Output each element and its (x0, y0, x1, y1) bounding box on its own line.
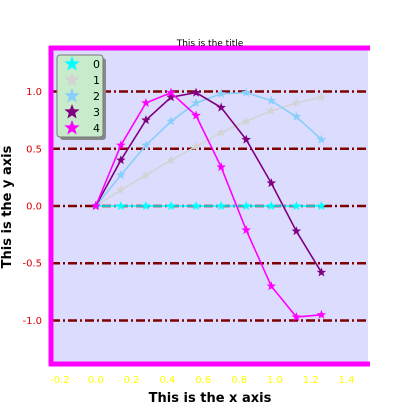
data-point-0-9 (316, 201, 327, 211)
data-point-2-8 (291, 111, 302, 121)
x-tick-label-4: 0.6 (195, 375, 211, 386)
series-line-3 (95, 91, 323, 273)
y-tick-label-1: -0.5 (22, 259, 42, 270)
series-group (91, 87, 327, 322)
legend-marker-2 (64, 88, 80, 103)
data-point-0-1 (116, 201, 126, 211)
data-point-2-7 (266, 95, 277, 105)
x-tick-label-2: 0.2 (124, 375, 140, 386)
data-point-3-8 (291, 226, 302, 236)
x-axis-label: This is the x axis (149, 391, 272, 406)
data-point-1-5 (216, 127, 226, 137)
data-point-0-4 (191, 201, 201, 211)
y-tick-label-2: 0.0 (26, 202, 42, 213)
data-point-4-1 (116, 140, 126, 150)
series-line-2 (95, 91, 322, 207)
x-tick-label-6: 1.0 (267, 375, 283, 386)
data-point-2-9 (316, 134, 327, 144)
x-tick-labels: -0.2 0.0 0.2 0.4 0.6 0.8 1.0 1.2 1.4 (50, 375, 354, 386)
legend: 0 1 2 3 4 (56, 54, 106, 140)
x-tick-label-1: 0.0 (88, 375, 104, 386)
legend-label-1: 1 (93, 74, 100, 87)
legend-label-0: 0 (93, 58, 100, 71)
data-point-4-6 (241, 225, 251, 235)
data-point-4-0 (91, 201, 101, 211)
x-tick-label-3: 0.4 (159, 375, 175, 386)
data-point-3-3 (166, 92, 176, 102)
y-tick-label-3: 0.5 (26, 144, 42, 155)
x-tick-label-8: 1.4 (339, 375, 355, 386)
data-point-0-7 (266, 201, 277, 211)
data-point-1-7 (266, 105, 277, 116)
data-point-0-8 (291, 201, 302, 211)
data-point-3-4 (191, 87, 201, 97)
data-point-1-2 (141, 170, 151, 180)
data-point-3-5 (216, 102, 226, 112)
data-point-1-6 (241, 116, 251, 126)
data-point-2-1 (116, 170, 126, 180)
data-point-4-2 (141, 97, 151, 107)
data-point-2-2 (141, 140, 151, 150)
y-axis-label: This is the y axis (0, 145, 15, 268)
data-point-4-4 (191, 110, 201, 120)
legend-marker-4 (64, 120, 80, 135)
data-point-0-2 (141, 201, 151, 211)
data-point-2-6 (241, 87, 251, 97)
legend-marker-1 (64, 72, 80, 87)
data-point-1-9 (316, 92, 327, 102)
plot-frame (48, 45, 370, 367)
data-point-1-8 (291, 97, 302, 107)
x-tick-label-0: -0.2 (50, 375, 70, 386)
data-point-2-4 (191, 97, 201, 107)
data-point-4-9 (316, 309, 327, 319)
data-point-3-6 (241, 134, 251, 144)
x-tick-label-7: 1.2 (303, 375, 319, 386)
data-point-0-6 (241, 201, 251, 211)
data-point-1-3 (166, 155, 176, 165)
data-point-2-3 (166, 116, 176, 126)
chart-title: This is the title (176, 39, 244, 49)
data-point-3-7 (266, 178, 277, 188)
x-tick-label-5: 0.8 (231, 375, 247, 386)
data-point-1-1 (116, 184, 126, 195)
data-point-1-4 (191, 141, 201, 151)
data-point-4-8 (291, 312, 302, 322)
y-tick-labels: -1.0 -0.5 0.0 0.5 1.0 (22, 87, 42, 327)
legend-label-2: 2 (93, 90, 100, 103)
data-point-3-2 (141, 115, 151, 125)
series-line-4 (95, 91, 322, 318)
data-point-4-3 (166, 87, 176, 97)
legend-marker-0 (64, 56, 80, 71)
data-point-3-1 (116, 155, 126, 165)
data-point-4-7 (266, 281, 277, 291)
legend-label-3: 3 (93, 106, 100, 119)
data-point-0-3 (166, 201, 176, 211)
legend-label-4: 4 (93, 122, 100, 135)
y-tick-label-0: -1.0 (22, 316, 42, 327)
data-point-4-5 (216, 162, 226, 172)
legend-marker-3 (64, 104, 80, 119)
y-tick-label-4: 1.0 (26, 87, 42, 98)
data-point-3-9 (316, 267, 327, 277)
data-point-0-5 (216, 201, 226, 211)
data-point-2-5 (216, 88, 226, 98)
